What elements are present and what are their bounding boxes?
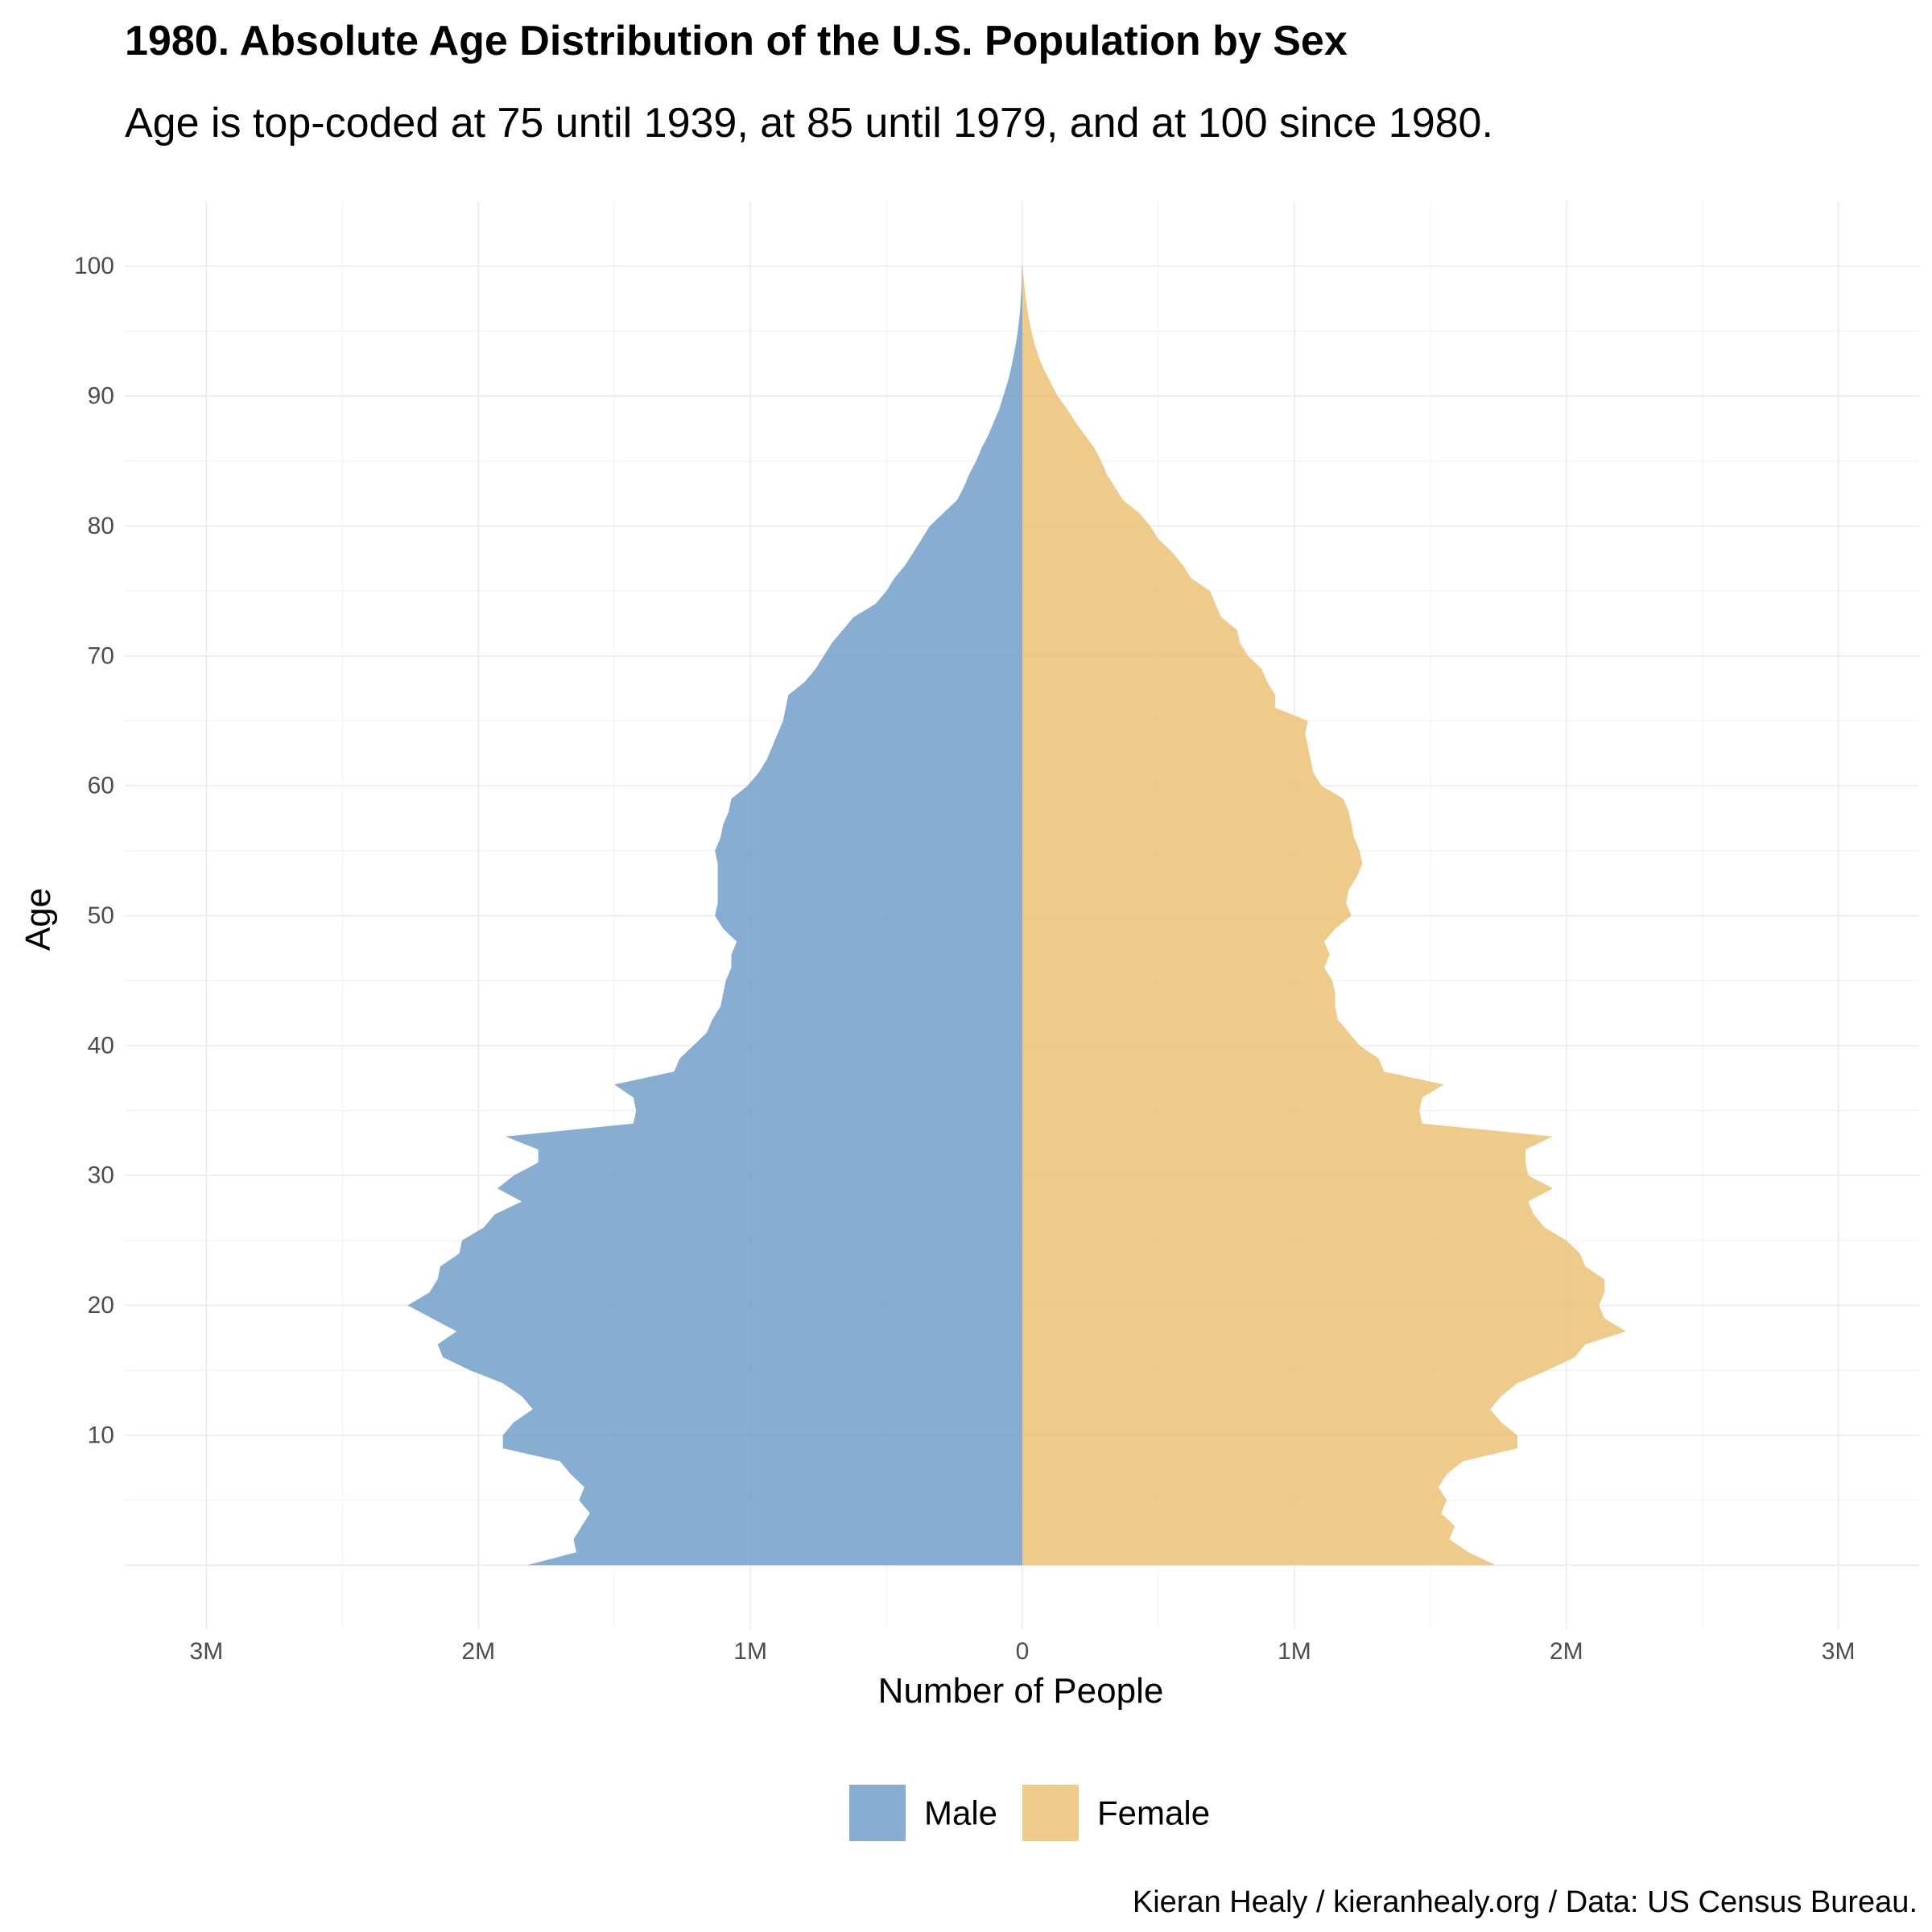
chart-caption: Kieran Healy / kieranhealy.org / Data: U… bbox=[1133, 1885, 1918, 1919]
x-tick-label: 2M bbox=[1550, 1638, 1583, 1665]
legend-key-male bbox=[849, 1785, 906, 1841]
x-tick-label: 0 bbox=[1016, 1638, 1030, 1665]
x-tick-label: 1M bbox=[733, 1638, 767, 1665]
area-male bbox=[407, 266, 1022, 1566]
y-axis-title: Age bbox=[19, 888, 58, 951]
y-tick-label: 70 bbox=[88, 642, 114, 669]
y-tick-label: 100 bbox=[74, 253, 114, 279]
chart-title: 1980. Absolute Age Distribution of the U… bbox=[125, 18, 1348, 64]
legend: Male Female bbox=[849, 1785, 1210, 1841]
x-axis-ticks: 3M 2M 1M 0 1M 2M 3M bbox=[190, 1638, 1856, 1665]
x-tick-label: 2M bbox=[461, 1638, 495, 1665]
area-female bbox=[1022, 266, 1627, 1566]
y-tick-label: 80 bbox=[88, 513, 114, 539]
y-tick-label: 50 bbox=[88, 902, 114, 929]
y-axis-ticks: 10 20 30 40 50 60 70 80 90 100 bbox=[74, 253, 114, 1448]
x-tick-label: 3M bbox=[1822, 1638, 1856, 1665]
x-tick-label: 3M bbox=[190, 1638, 224, 1665]
y-tick-label: 40 bbox=[88, 1032, 114, 1059]
chart-subtitle: Age is top-coded at 75 until 1939, at 85… bbox=[125, 100, 1493, 147]
legend-label-male: Male bbox=[924, 1794, 997, 1832]
x-tick-label: 1M bbox=[1278, 1638, 1311, 1665]
y-tick-label: 30 bbox=[88, 1162, 114, 1189]
legend-key-female bbox=[1022, 1785, 1079, 1841]
legend-label-female: Female bbox=[1097, 1794, 1210, 1832]
data-areas bbox=[407, 266, 1627, 1566]
y-tick-label: 10 bbox=[88, 1422, 114, 1448]
y-tick-label: 20 bbox=[88, 1292, 114, 1319]
y-tick-label: 90 bbox=[88, 383, 114, 410]
x-axis-title: Number of People bbox=[878, 1671, 1164, 1711]
y-tick-label: 60 bbox=[88, 773, 114, 799]
